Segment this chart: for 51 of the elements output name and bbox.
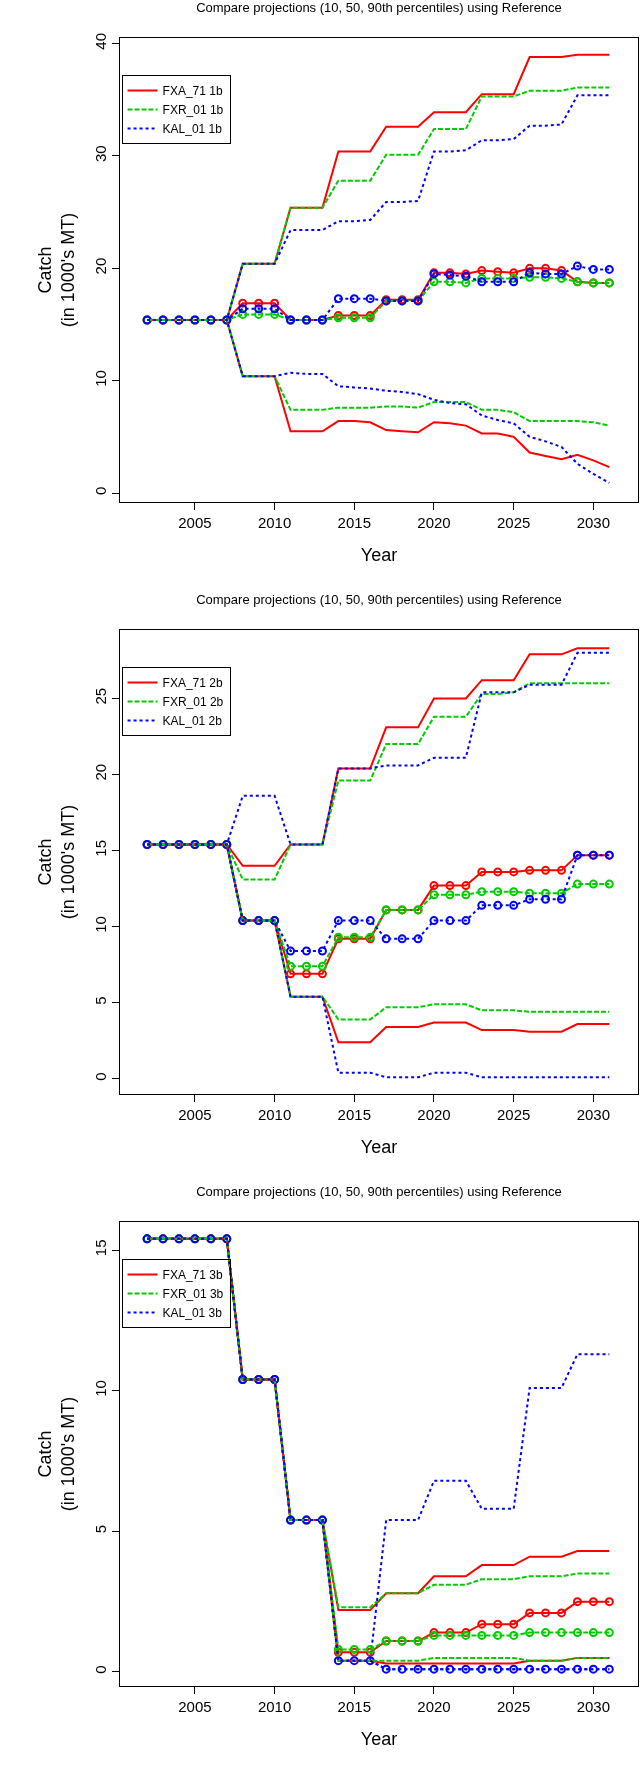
x-tick-label: 2025 [496,1106,531,1123]
x-tick-label: 2010 [257,1698,292,1715]
x-axis-title: Year [360,1137,398,1158]
x-tick-label: 2025 [496,1698,531,1715]
y-tick-label: 10 [92,370,109,387]
x-tick-label: 2020 [417,1106,451,1123]
y-tick-label: 0 [92,1665,109,1674]
x-tick-label: 2020 [417,1698,451,1715]
x-tick-label: 2005 [178,1698,212,1715]
legend-label: FXR_01 2b [162,695,224,710]
y-tick-label: 30 [92,145,109,163]
y-tick-label: 20 [92,257,109,275]
y-tick-label: 20 [92,763,109,781]
y-tick-label: 10 [92,916,109,933]
y-tick-label: 0 [92,1072,109,1081]
x-tick-label: 2015 [337,1698,371,1715]
x-tick-label: 2005 [178,514,212,531]
x-tick-label: 2005 [178,1106,212,1123]
chart-title: Compare projections (10, 50, 90th percentiles) using Reference [196,592,562,608]
x-tick-label: 2015 [337,1106,371,1123]
chart-title: Compare projections (10, 50, 90th percentiles) using Reference [196,0,562,16]
x-tick-label: 2015 [337,514,371,531]
y-tick-label: 5 [92,1524,109,1534]
legend-label: KAL_01 1b [162,122,223,137]
y-tick-label: 15 [92,840,109,857]
x-axis-title: Year [360,545,398,566]
x-tick-label: 2020 [417,514,451,531]
y-tick-label: 15 [92,1239,109,1257]
legend-label: FXR_01 1b [162,103,224,118]
legend-label: FXA_71 1b [162,84,223,99]
legend-label: KAL_01 2b [162,714,223,729]
y-axis-title: Catch (in 1000's MT) [34,804,79,920]
y-tick-label: 5 [92,996,109,1005]
x-tick-label: 2025 [496,514,531,531]
y-tick-label: 40 [92,33,109,50]
y-axis-title: Catch (in 1000's MT) [34,212,79,328]
legend-label: FXR_01 3b [162,1287,224,1302]
x-tick-label: 2030 [576,1106,611,1123]
legend-label: KAL_01 3b [162,1306,223,1321]
legend-label: FXA_71 2b [162,676,223,691]
x-tick-label: 2030 [576,1698,611,1715]
x-axis-title: Year [360,1729,398,1750]
x-tick-label: 2010 [257,1106,292,1123]
legend-label: FXA_71 3b [162,1268,223,1283]
y-tick-label: 10 [92,1380,109,1397]
x-tick-label: 2010 [257,514,292,531]
y-tick-label: 25 [92,687,109,705]
y-axis-title: Catch (in 1000's MT) [34,1396,79,1512]
y-tick-label: 0 [92,486,109,495]
x-tick-label: 2030 [576,514,611,531]
chart-title: Compare projections (10, 50, 90th percentiles) using Reference [196,1184,562,1200]
